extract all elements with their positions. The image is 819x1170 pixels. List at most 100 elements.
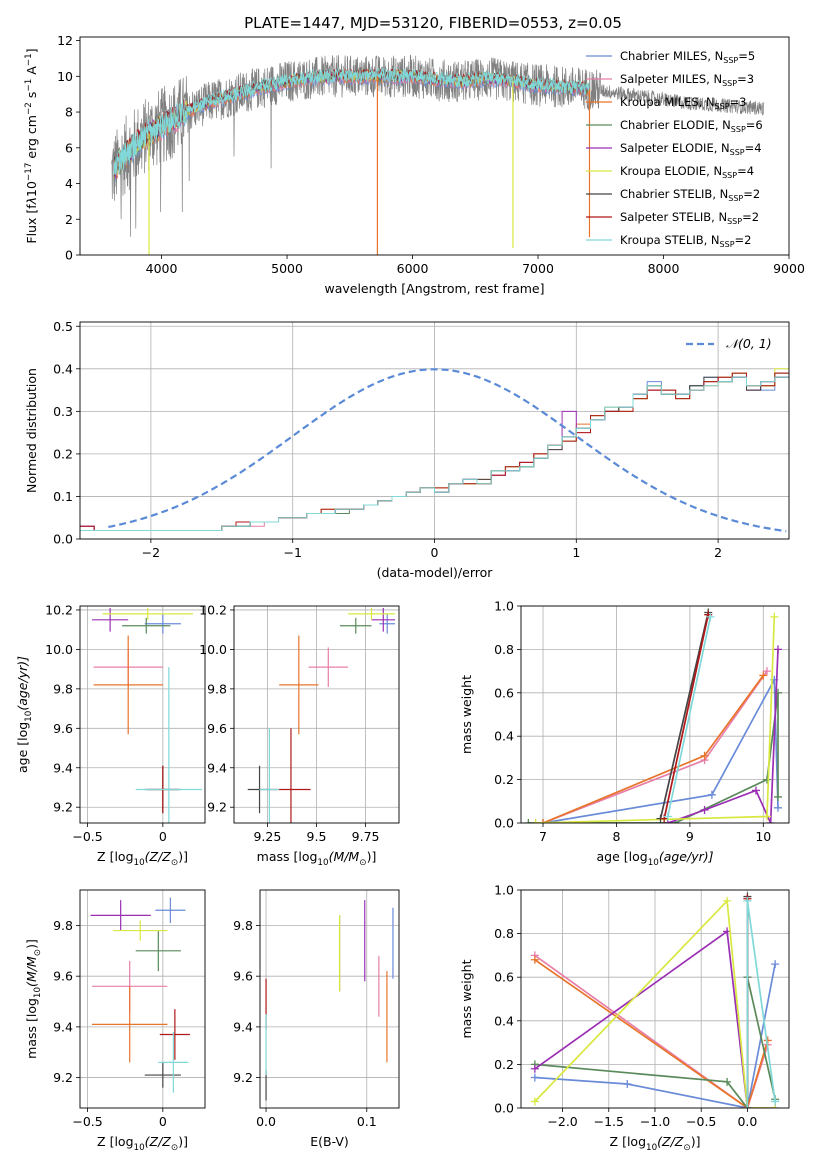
legend-count: =6	[746, 118, 763, 132]
legend-entry: Chabrier STELIB, NSSP=2	[620, 187, 760, 203]
mass-weight-line	[659, 612, 710, 819]
mass-weight-marker	[771, 960, 780, 969]
mass-weight-marker	[771, 1097, 780, 1106]
y-tick-label: 9.2	[53, 800, 73, 815]
label-part: ⊙	[359, 858, 366, 868]
mass-weight-marker	[766, 819, 775, 823]
label-part: λ	[24, 197, 39, 205]
y-tick-label: 9.4	[53, 760, 73, 775]
label-part: (Z/Z	[145, 1134, 172, 1149]
x-tick-label: −1.5	[594, 1114, 624, 1129]
mass-weight-line	[542, 676, 779, 823]
mass-weight-marker	[623, 1080, 632, 1089]
plot-area	[90, 897, 190, 1093]
x-tick-label: 7	[539, 829, 547, 844]
label-part: ⊙	[33, 949, 43, 956]
y-tick-label: 0.0	[494, 1101, 514, 1116]
x-tick-label: 9	[686, 829, 694, 844]
figure-title: PLATE=1447, MJD=53120, FIBERID=0553, z=0…	[244, 14, 622, 32]
x-tick-label: 0	[159, 829, 167, 844]
y-tick-label: 9.2	[53, 1070, 73, 1085]
mass-weight-marker	[773, 645, 782, 654]
x-tick-label: −0.5	[72, 1114, 102, 1129]
mass-weight-line	[534, 977, 776, 1108]
label-part: 10	[646, 1143, 657, 1153]
y-axis-label: mass [log10(M/M⊙)]	[24, 939, 43, 1059]
y-tick-label: 2	[65, 212, 73, 227]
x-axis-label: mass [log10(M/M⊙)]	[257, 849, 377, 868]
axes-frame	[79, 321, 790, 540]
x-tick-label: 9.5	[307, 829, 327, 844]
label-part: mass [log	[257, 849, 318, 864]
legend-count: =5	[738, 49, 755, 63]
axes: 0.0 0.1 9.2 9.4 9.6 9.8 E(B-V)	[233, 889, 400, 1149]
y-tick-label: 4	[65, 176, 73, 191]
mass-weight-marker	[700, 805, 709, 814]
label-part: 10	[33, 987, 43, 998]
x-tick-label: 7000	[522, 261, 554, 276]
y-tick-label: 0.2	[494, 1057, 514, 1072]
label-part: 10	[24, 181, 39, 197]
y-tick-label: 9.6	[233, 969, 253, 984]
x-tick-label: −2.0	[547, 1114, 577, 1129]
mass-weight-marker	[773, 803, 782, 812]
mass-weight-marker	[530, 1073, 539, 1082]
label-part: ⊙	[683, 1143, 690, 1153]
label-part: 10	[134, 858, 145, 868]
mass-weight-marker	[762, 775, 771, 784]
y-tick-label: 9.6	[207, 721, 227, 736]
x-tick-label: 9000	[773, 261, 805, 276]
y-axis-label: age [log10(age/yr)]	[15, 656, 34, 773]
x-tick-label: 0.0	[256, 1114, 276, 1129]
x-tick-label: 8	[612, 829, 620, 844]
x-tick-label: −0.5	[72, 829, 102, 844]
y-tick-label: 10.2	[199, 602, 227, 617]
legend-name: Kroupa ELODIE, N	[620, 164, 722, 178]
x-axis-label: (data-model)/error	[377, 565, 494, 580]
label-part: )]	[24, 939, 39, 949]
legend-name: Chabrier STELIB, N	[620, 187, 728, 201]
plot-area	[524, 608, 782, 823]
mass-weight-marker	[770, 612, 779, 621]
x-tick-label: 0.1	[357, 1114, 377, 1129]
y-tick-label: 0.1	[53, 489, 73, 504]
label-part: (M/M	[24, 956, 39, 987]
label-part: A	[24, 66, 39, 79]
y-tick-label: 9.6	[53, 969, 73, 984]
y-axis-label: mass weight	[459, 959, 474, 1038]
legend-name: Kroupa MILES, N	[620, 95, 715, 109]
y-tick-label: 9.6	[53, 721, 73, 736]
y-tick-label: 9.8	[207, 681, 227, 696]
y-tick-label: 0.4	[494, 1013, 514, 1028]
label-part: Z [log	[610, 1134, 646, 1149]
label-part: −2	[24, 102, 34, 115]
legend-entry: Kroupa STELIB, NSSP=2	[620, 233, 751, 249]
y-axis-label: Normed distribution	[24, 368, 39, 493]
label-part: 10	[134, 1143, 145, 1153]
y-tick-label: 10.2	[45, 602, 73, 617]
legend-subscript: SSP	[715, 102, 730, 111]
mass-weight-marker	[743, 896, 752, 905]
y-tick-label: 9.4	[233, 1019, 253, 1034]
mass-weight-marker	[773, 792, 782, 801]
label-part: −1	[24, 79, 34, 92]
best-model-spectrum-line	[113, 68, 590, 175]
y-tick-label: 0.6	[494, 685, 514, 700]
x-axis-label: wavelength [Angstrom, rest frame]	[324, 281, 544, 296]
axes: −2.0 −1.5 −1.0 −0.5 0.0 0.0 0.2 0.4 0.6 0.8 1.0 Z […	[459, 883, 790, 1153]
y-tick-label: 0.0	[53, 532, 73, 547]
y-tick-label: 12	[57, 33, 73, 48]
legend-entry: Salpeter STELIB, NSSP=2	[620, 210, 759, 226]
x-tick-label: 5000	[271, 261, 303, 276]
residuals-histogram-panel: −2 −1 0 1 2 0.0 0.1 0.2 0.3 0.4 0.5 (data-model)/er…	[24, 319, 790, 580]
y-tick-label: 0.6	[494, 970, 514, 985]
x-tick-label: −1	[283, 545, 301, 560]
label-part: ⊙	[171, 1143, 178, 1153]
legend-count: =3	[730, 95, 747, 109]
mass-weight-marker	[531, 819, 540, 823]
y-axis-label: mass weight	[459, 675, 474, 754]
y-tick-label: 9.2	[207, 800, 227, 815]
